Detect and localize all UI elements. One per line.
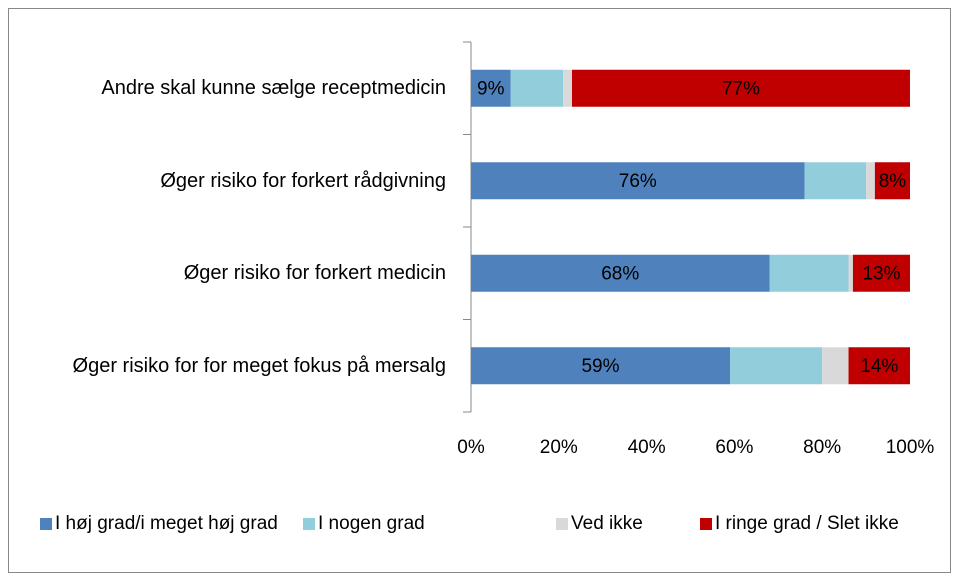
bar-segment xyxy=(866,162,875,200)
x-tick-label: 20% xyxy=(540,437,578,458)
bar-segment xyxy=(730,347,823,385)
bar-segment xyxy=(510,69,564,107)
legend-swatch xyxy=(40,518,52,530)
category-label: Andre skal kunne sælge receptmedicin xyxy=(101,77,446,100)
bar-segment xyxy=(769,254,849,292)
data-label: 59% xyxy=(581,356,619,377)
bar-segment xyxy=(848,347,910,385)
x-tick-label: 40% xyxy=(628,437,666,458)
data-label: 14% xyxy=(860,356,898,377)
legend-label: I nogen grad xyxy=(318,513,425,534)
bar-segment xyxy=(822,347,849,385)
bar-segment xyxy=(874,162,910,200)
legend-label: I ringe grad / Slet ikke xyxy=(715,513,899,534)
bar-segment xyxy=(471,69,511,107)
data-label: 13% xyxy=(862,263,900,284)
bar-segment xyxy=(563,69,572,107)
data-label: 8% xyxy=(879,171,907,192)
data-label: 76% xyxy=(619,171,657,192)
bar-segment xyxy=(471,162,805,200)
legend-swatch xyxy=(303,518,315,530)
category-label: Øger risiko for for meget fokus på mersa… xyxy=(72,354,446,377)
x-tick-label: 0% xyxy=(457,437,485,458)
bar-segment xyxy=(571,69,910,107)
data-label: 9% xyxy=(477,78,505,99)
legend-label: I høj grad/i meget høj grad xyxy=(55,513,278,534)
x-tick-label: 80% xyxy=(803,437,841,458)
bar-segment xyxy=(852,254,910,292)
legend-swatch xyxy=(700,518,712,530)
x-tick-label: 100% xyxy=(886,437,935,458)
bar-segment xyxy=(848,254,853,292)
data-label: 68% xyxy=(601,263,639,284)
bar-segment xyxy=(471,347,731,385)
x-tick-label: 60% xyxy=(715,437,753,458)
bar-segment xyxy=(471,254,770,292)
category-label: Øger risiko for forkert medicin xyxy=(183,262,446,285)
category-label: Øger risiko for forkert rådgivning xyxy=(160,169,446,192)
bar-segment xyxy=(804,162,867,200)
data-label: 77% xyxy=(722,78,760,99)
legend-label: Ved ikke xyxy=(571,513,643,534)
legend-swatch xyxy=(556,518,568,530)
